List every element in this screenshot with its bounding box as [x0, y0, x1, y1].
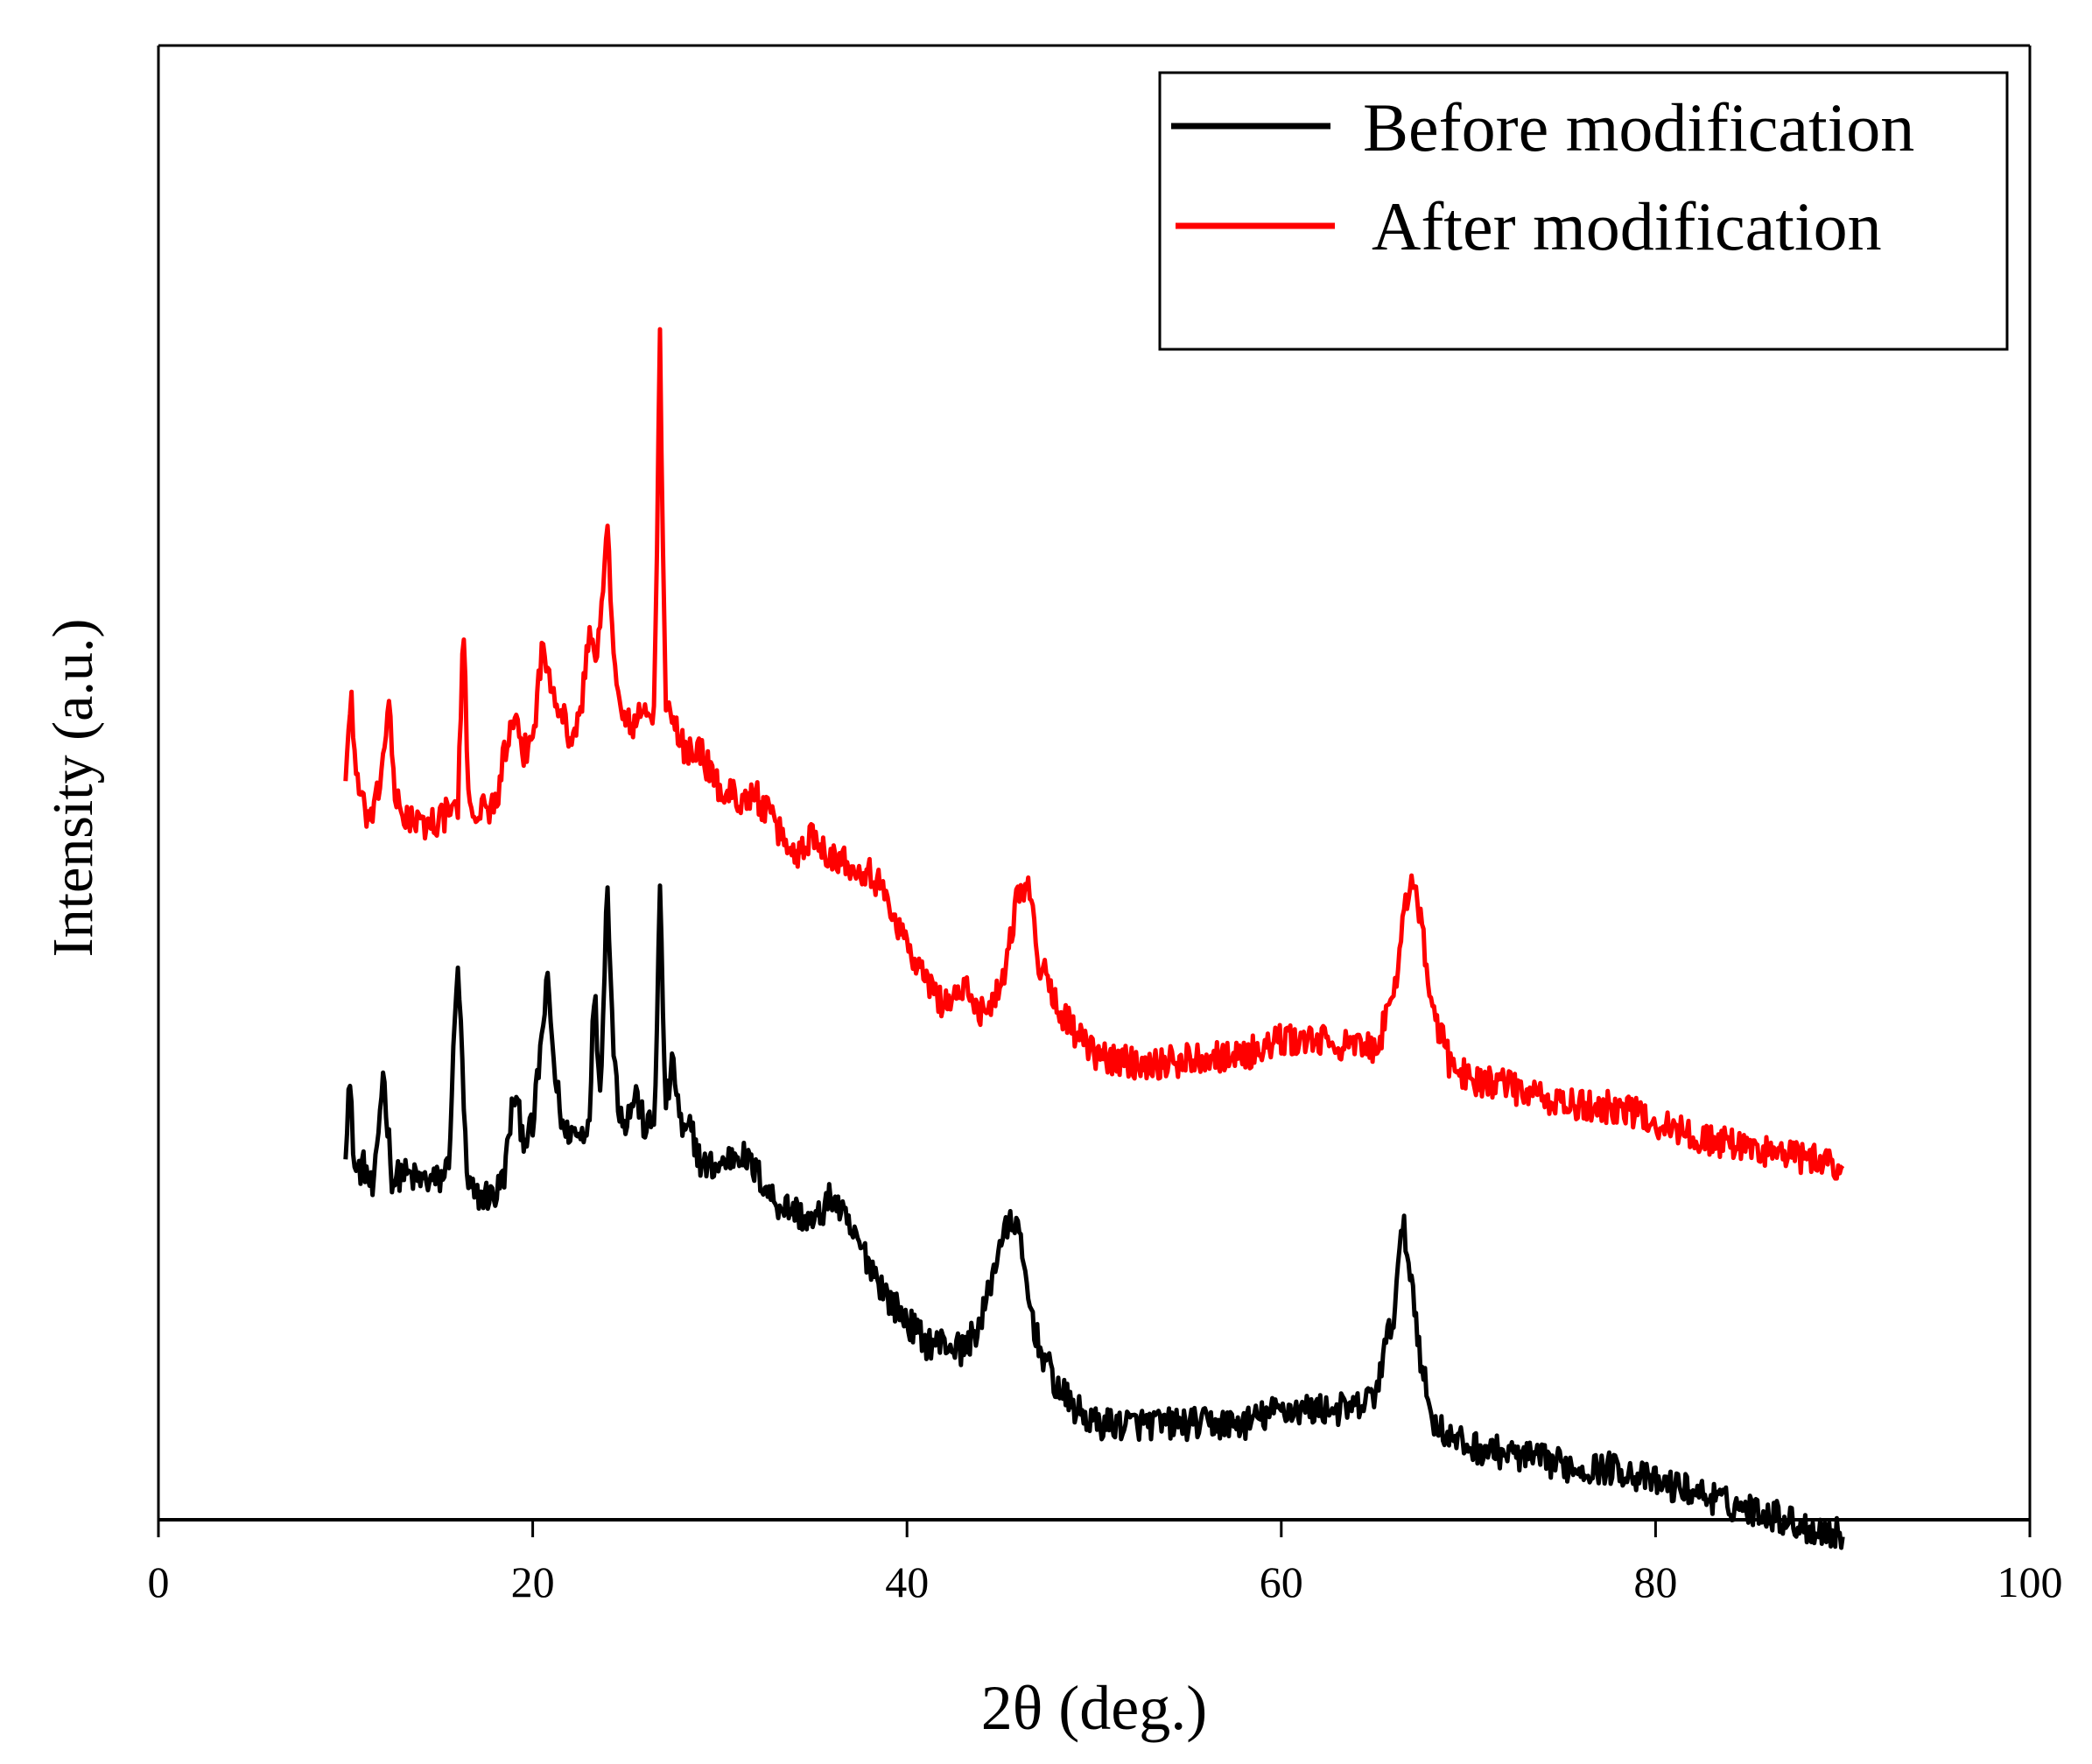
legend: Before modification After modification — [1158, 71, 2009, 351]
series-line-before-modification — [343, 883, 1845, 1550]
x-tick-label: 40 — [885, 1557, 929, 1606]
x-tick-label: 20 — [511, 1557, 555, 1606]
x-ticks: 0 20 40 60 80 100 — [148, 1520, 2063, 1606]
x-axis-title: 2θ (deg.) — [981, 1673, 1207, 1743]
y-axis-title: Intensity (a.u.) — [41, 619, 105, 958]
legend-box — [1158, 71, 2009, 351]
x-tick-label: 100 — [1997, 1557, 2063, 1606]
series-layer — [343, 327, 1845, 1550]
legend-label-before: Before modification — [1363, 89, 1914, 165]
series-line-after-modification — [343, 327, 1845, 1181]
x-tick-label: 60 — [1260, 1557, 1303, 1606]
legend-label-after: After modification — [1372, 188, 1882, 264]
plot-frame — [157, 44, 2032, 1522]
x-tick-label: 80 — [1633, 1557, 1677, 1606]
x-tick-label: 0 — [148, 1557, 170, 1606]
